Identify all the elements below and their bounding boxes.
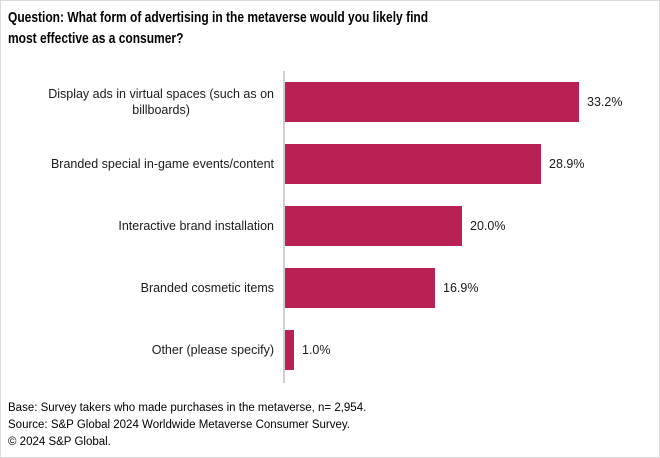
bar [285,330,294,370]
footnote-copyright: © 2024 S&P Global. [8,436,111,448]
category-label-text: Interactive brand installation [118,219,274,233]
chart-title: Question: What form of advertising in th… [8,9,429,47]
bar [285,82,579,122]
category-label-text: Display ads in virtual spaces (such as o… [48,87,274,117]
category-label-text: Other (please specify) [151,343,274,357]
value-label: 1.0% [302,343,331,357]
bar-row: Other (please specify) 1.0% [1,330,659,370]
footnote-base: Base: Survey takers who made purchases i… [8,402,367,414]
bar [285,206,462,246]
footnote-source: Source: S&P Global 2024 Worldwide Metave… [8,419,350,431]
y-axis-line [283,71,285,383]
value-label: 20.0% [470,219,506,233]
bar-row: Branded cosmetic items 16.9% [1,268,659,308]
bar-row: Interactive brand installation 20.0% [1,206,659,246]
value-label: 16.9% [443,281,479,295]
category-label: Branded cosmetic items [1,268,274,308]
value-label: 33.2% [587,95,623,109]
category-label-text: Branded cosmetic items [140,281,274,295]
horizontal-bar-chart: Display ads in virtual spaces (such as o… [1,71,659,383]
category-label: Display ads in virtual spaces (such as o… [1,82,274,122]
bar [285,268,435,308]
chart-footnotes: Base: Survey takers who made purchases i… [8,400,366,451]
category-label-text: Branded special in-game events/content [50,157,274,171]
value-label: 28.9% [549,157,585,171]
bar [285,144,541,184]
category-label: Other (please specify) [1,330,274,370]
category-label: Branded special in-game events/content [1,144,274,184]
category-label: Interactive brand installation [1,206,274,246]
bar-row: Display ads in virtual spaces (such as o… [1,82,659,122]
bar-row: Branded special in-game events/content 28… [1,144,659,184]
